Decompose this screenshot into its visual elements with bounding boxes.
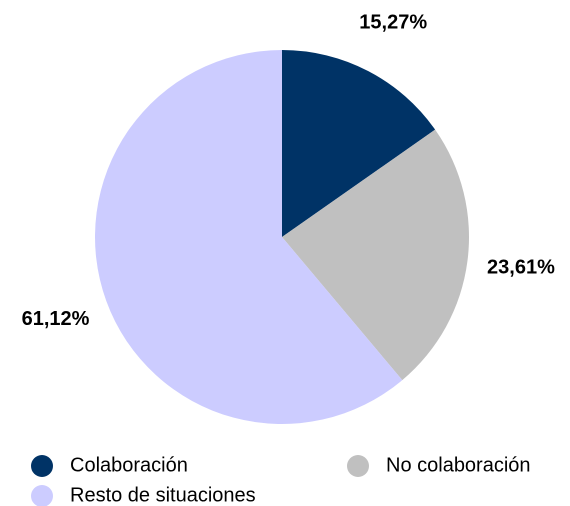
pie-slice — [282, 50, 436, 237]
legend-label: No colaboración — [386, 454, 531, 476]
value-label: 15,27% — [359, 11, 427, 33]
legend-swatch — [347, 455, 369, 477]
legend-label: Colaboración — [70, 454, 188, 476]
pie-slice — [95, 50, 403, 424]
legend-swatch — [31, 455, 53, 477]
pie-slice — [282, 129, 469, 381]
legend-swatch — [31, 485, 53, 506]
legend-label: Resto de situaciones — [70, 484, 256, 506]
value-label: 23,61% — [487, 257, 555, 279]
value-label: 61,12% — [22, 308, 90, 330]
